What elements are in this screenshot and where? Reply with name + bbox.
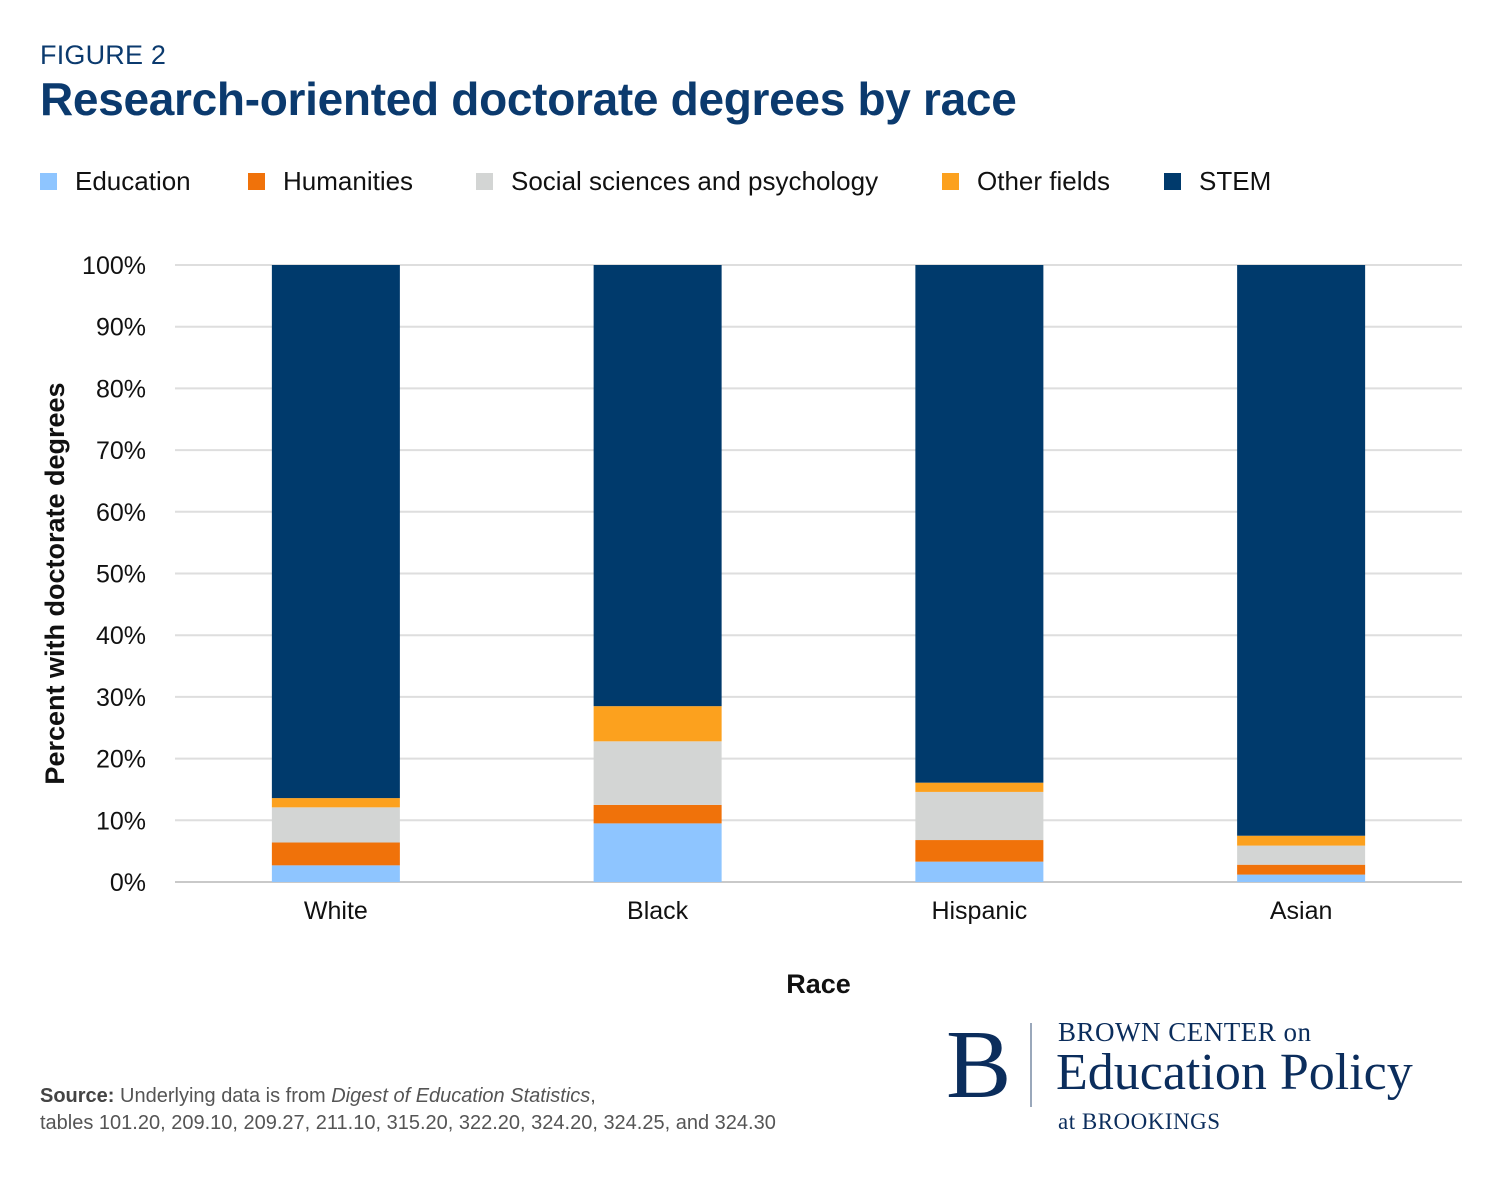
bar-segment-stem (593, 265, 722, 707)
bar-segment-stem (271, 265, 400, 799)
legend-label: STEM (1199, 166, 1272, 196)
y-tick-label: 20% (96, 746, 146, 774)
bar-segment-other-fields (593, 706, 722, 742)
x-tick-label: White (304, 897, 368, 925)
bar-segment-education (915, 861, 1044, 882)
figure-label: FIGURE 2 (40, 40, 167, 70)
legend-label: Humanities (283, 166, 414, 196)
legend-label: Other fields (977, 166, 1110, 196)
legend-swatch (942, 173, 959, 190)
logo-line-2: Education Policy (1056, 1044, 1413, 1101)
y-tick-label: 80% (96, 375, 146, 403)
source-lead: Source: (40, 1085, 115, 1107)
x-tick-label: Asian (1270, 897, 1333, 925)
x-axis-title: Race (786, 969, 851, 999)
bar-segment-education (593, 823, 722, 882)
legend-item-other-fields: Other fields (942, 166, 1110, 197)
source-tables: tables 101.20, 209.10, 209.27, 211.10, 3… (40, 1112, 776, 1134)
legend-label: Education (75, 166, 191, 196)
source-comma: , (590, 1085, 596, 1107)
y-tick-label: 60% (96, 499, 146, 527)
logo-line-3: at BROOKINGS (1058, 1109, 1221, 1134)
bar-segment-social-sciences-and-psychology (593, 741, 722, 805)
bar-segment-stem (915, 265, 1044, 783)
bar-segment-humanities (593, 804, 722, 824)
legend-item-education: Education (40, 166, 191, 197)
y-tick-label: 90% (96, 314, 146, 342)
bar-segment-humanities (271, 842, 400, 866)
bar-segment-education (271, 865, 400, 882)
legend-item-stem: STEM (1164, 166, 1271, 197)
bar-segment-humanities (915, 840, 1044, 862)
brookings-logo: B BROWN CENTER on Education Policy at BR… (946, 1015, 1476, 1145)
bar-segment-social-sciences-and-psychology (915, 791, 1044, 841)
legend-swatch (40, 173, 57, 190)
source-text: Underlying data is from (114, 1085, 332, 1107)
legend-label: Social sciences and psychology (511, 166, 879, 196)
logo-line-1: BROWN CENTER on (1058, 1017, 1312, 1047)
legend-item-social-sciences-and-psychology: Social sciences and psychology (476, 166, 878, 197)
legend-swatch (248, 173, 265, 190)
y-tick-label: 100% (82, 252, 146, 280)
legend-swatch (1164, 173, 1181, 190)
bar-segment-other-fields (915, 782, 1044, 792)
x-tick-label: Hispanic (931, 897, 1027, 925)
bar-segment-stem (1237, 265, 1366, 836)
x-tick-label: Black (627, 897, 689, 925)
bar-segment-other-fields (271, 798, 400, 808)
logo-divider (1030, 1023, 1032, 1107)
y-tick-label: 50% (96, 561, 146, 589)
legend-item-humanities: Humanities (248, 166, 413, 197)
logo-mark: B (946, 1011, 1012, 1119)
bar-segment-other-fields (1237, 835, 1366, 846)
y-tick-label: 40% (96, 622, 146, 650)
y-axis-title: Percent with doctorate degrees (40, 382, 70, 784)
y-tick-label: 30% (96, 684, 146, 712)
y-tick-label: 10% (96, 807, 146, 835)
legend-swatch (476, 173, 493, 190)
y-tick-label: 0% (110, 869, 146, 897)
source-note: Source: Underlying data is from Digest o… (40, 1083, 776, 1137)
chart-legend: Education Humanities Social sciences and p… (40, 166, 1340, 200)
chart-title: Research-oriented doctorate degrees by r… (40, 73, 1017, 125)
bar-segment-social-sciences-and-psychology (1237, 845, 1366, 865)
y-tick-label: 70% (96, 437, 146, 465)
source-publication: Digest of Education Statistics (331, 1085, 591, 1107)
bar-segment-social-sciences-and-psychology (271, 807, 400, 843)
bar-segment-education (1237, 874, 1366, 882)
bar-segment-humanities (1237, 864, 1366, 875)
